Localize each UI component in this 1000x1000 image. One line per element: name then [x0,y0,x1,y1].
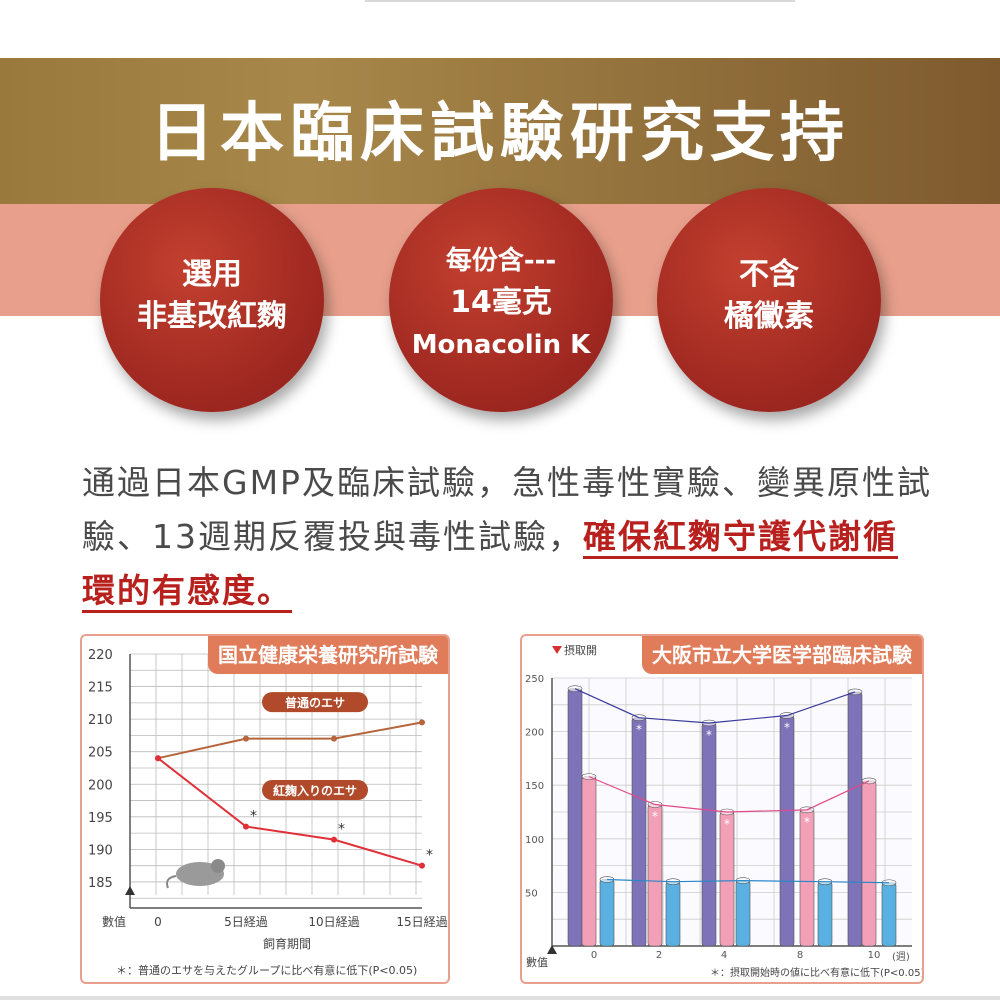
bar [881,882,897,947]
corner-label: 摂取開 [564,643,597,657]
x-tick-label: 0 [154,915,162,929]
significance-mark: * [636,723,642,737]
corner-marker [552,646,562,654]
legend-label: 普通のエサ [285,695,345,710]
y-tick-label: 220 [88,648,113,663]
x-axis-unit: (週) [892,951,910,963]
y-tick-label: 195 [88,811,113,826]
description-text: 通過日本GMP及臨床試驗，急性毒性實驗、變異原性試驗、13週期反覆投與毒性試驗， [82,463,932,556]
bar [735,880,751,947]
data-point [331,735,337,742]
chart-panel-mouse-weight: 220 215 210 205 200 195 190 185 0 5日経過 10日経過 15日経過 數… [80,634,450,984]
x-tick-label: 10日経過 [308,915,359,929]
significance-mark: * [724,817,730,831]
significance-mark: * [804,815,810,829]
x-tick-label: 15日経過 [396,915,447,929]
significance-mark: * [338,822,345,838]
banner-title: 日本臨床試驗研究支持 [150,97,850,171]
bar [861,780,877,947]
bar [719,811,735,947]
x-tick-label: 8 [797,950,803,961]
y-tick-label: 215 [88,681,113,696]
y-tick-label: 200 [525,728,544,739]
y-tick-label: 100 [525,835,544,846]
y-tick-label: 210 [88,713,113,728]
y-tick-label: 205 [88,746,113,761]
y-axis-label: 數值 [526,956,548,969]
footnote: ＊：普通のエサを与えたグループに比べ有意に低下(P<0.05) [116,963,417,977]
bar [581,776,597,947]
bar [647,804,663,947]
circle2-line1: 每份含--- [445,246,557,276]
circle1-line2: 非基改紅麴 [137,299,287,334]
bottom-divider [0,996,1000,1000]
x-axis-label: 飼育期間 [263,936,311,951]
top-divider [365,0,795,2]
circle2-line3: Monacolin K [411,330,591,360]
bar [599,879,615,947]
trend-line [606,878,890,884]
legend-label: 紅麹入りのエサ [273,783,357,798]
mouse-icon [166,859,225,889]
bar [799,809,815,947]
feature-circle-no-citrinin: 不含 橘黴素 [657,188,881,412]
bar [665,881,681,947]
data-point [419,862,425,869]
bar [817,881,833,947]
footnote: ＊：摂取開始時の値に比べ有意に低下(P<0.05) [710,966,922,979]
description-paragraph: 通過日本GMP及臨床試驗，急性毒性實驗、變異原性試驗、13週期反覆投與毒性試驗，… [82,456,932,618]
chart1-title-tab: 国立健康栄養研究所試験 [208,636,448,674]
bar [847,691,863,947]
y-axis-arrow [125,885,135,895]
description-highlight: 確保紅麴守護代謝循環的有感度。 [82,517,898,613]
legend-pill [262,780,368,801]
data-point [243,823,249,830]
bar [631,717,647,947]
x-tick-label: 4 [721,950,727,961]
y-tick-label: 250 [525,674,544,685]
chart2-title-tab: 大阪市立大学医学部臨床試験 [642,636,922,674]
significance-mark: * [784,721,790,735]
y-tick-label: 185 [88,876,113,891]
series-line [157,721,423,760]
y-axis-arrow [547,945,557,954]
data-point [155,755,161,762]
significance-mark: * [426,848,433,864]
significance-mark: * [250,809,257,825]
bar [779,715,795,947]
feature-circle-monacolin: 每份含--- 14毫克 Monacolin K [389,188,613,412]
line-chart: 220 215 210 205 200 195 190 185 0 5日経過 10日経過 15日経過 數… [88,648,448,977]
y-tick-label: 50 [525,888,538,899]
series-line [157,757,423,867]
bar [567,688,583,947]
y-tick-label: 150 [525,781,544,792]
trend-line [574,688,856,724]
y-tick-label: 190 [88,843,113,858]
feature-circle-non-gmo: 選用 非基改紅麴 [100,188,324,412]
significance-mark: * [706,728,712,742]
circle2-line2: 14毫克 [450,285,552,320]
x-tick-label: 10 [868,950,881,961]
data-point [331,836,337,843]
bar [701,722,717,947]
circle3-line1: 不含 [739,257,799,292]
y-tick-label: 200 [88,778,113,793]
data-point [419,719,425,726]
circle3-line2: 橘黴素 [724,299,814,334]
legend-pill [262,692,368,713]
data-point [243,735,249,742]
y-axis-label: 數值 [102,914,126,929]
trend-line [588,776,870,813]
circle1-line1: 選用 [182,257,242,292]
x-tick-label: 5日経過 [224,915,268,929]
title-banner [0,58,1000,204]
chart-panel-clinical: 250 200 150 100 50 數值 (週) ＊：摂取開始時の値に比べ有意に低下(P<0… [520,634,924,984]
x-tick-label: 2 [656,950,662,961]
x-tick-label: 0 [591,950,597,961]
significance-mark: * [652,809,658,823]
